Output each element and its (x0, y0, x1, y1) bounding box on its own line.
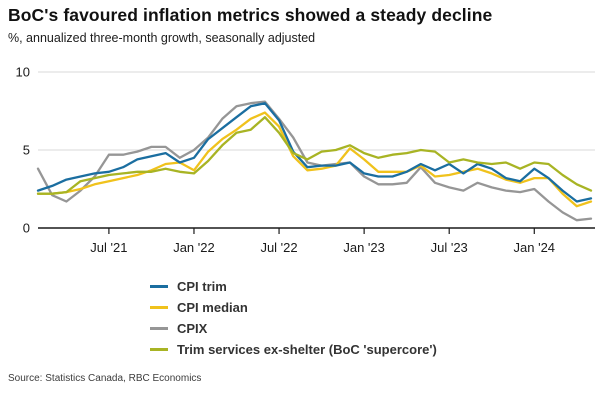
legend-label-supercore: Trim services ex-shelter (BoC 'supercore… (177, 342, 437, 357)
x-tick-label: Jan '23 (343, 240, 385, 255)
chart-title: BoC's favoured inflation metrics showed … (8, 5, 493, 25)
legend-item-cpix: CPIX (150, 318, 437, 339)
legend-swatch-cpi-median (150, 306, 168, 309)
legend-item-cpi-trim: CPI trim (150, 276, 437, 297)
legend-swatch-cpix (150, 327, 168, 330)
x-tick-label: Jan '22 (173, 240, 215, 255)
legend-swatch-cpi-trim (150, 285, 168, 288)
legend-item-cpi-median: CPI median (150, 297, 437, 318)
x-tick-label: Jul '23 (431, 240, 468, 255)
source-note: Source: Statistics Canada, RBC Economics (8, 373, 202, 384)
y-tick-label: 5 (23, 143, 30, 158)
series-line-trim-services-ex-shelter-boc-supercore (36, 116, 593, 195)
legend-item-supercore: Trim services ex-shelter (BoC 'supercore… (150, 339, 437, 360)
x-tick-label: Jul '22 (260, 240, 297, 255)
x-tick-label: Jul '21 (90, 240, 127, 255)
legend-label-cpi-trim: CPI trim (177, 279, 227, 294)
x-tick-label: Jan '24 (514, 240, 556, 255)
line-chart: 0 5 10 Jul '21 Jan '22 Jul '22 Jan '23 Jul '23 J… (16, 65, 595, 255)
series-line-cpi-trim (36, 102, 593, 203)
chart-legend: CPI trim CPI median CPIX Trim services e… (150, 276, 437, 360)
series-line-cpi-median (36, 111, 593, 208)
legend-swatch-supercore (150, 348, 168, 351)
y-tick-label: 0 (23, 221, 30, 236)
legend-label-cpix: CPIX (177, 321, 208, 336)
chart-subtitle: %, annualized three-month growth, season… (8, 31, 316, 45)
legend-label-cpi-median: CPI median (177, 300, 248, 315)
series-line-cpix (36, 100, 593, 222)
y-tick-label: 10 (16, 65, 30, 80)
